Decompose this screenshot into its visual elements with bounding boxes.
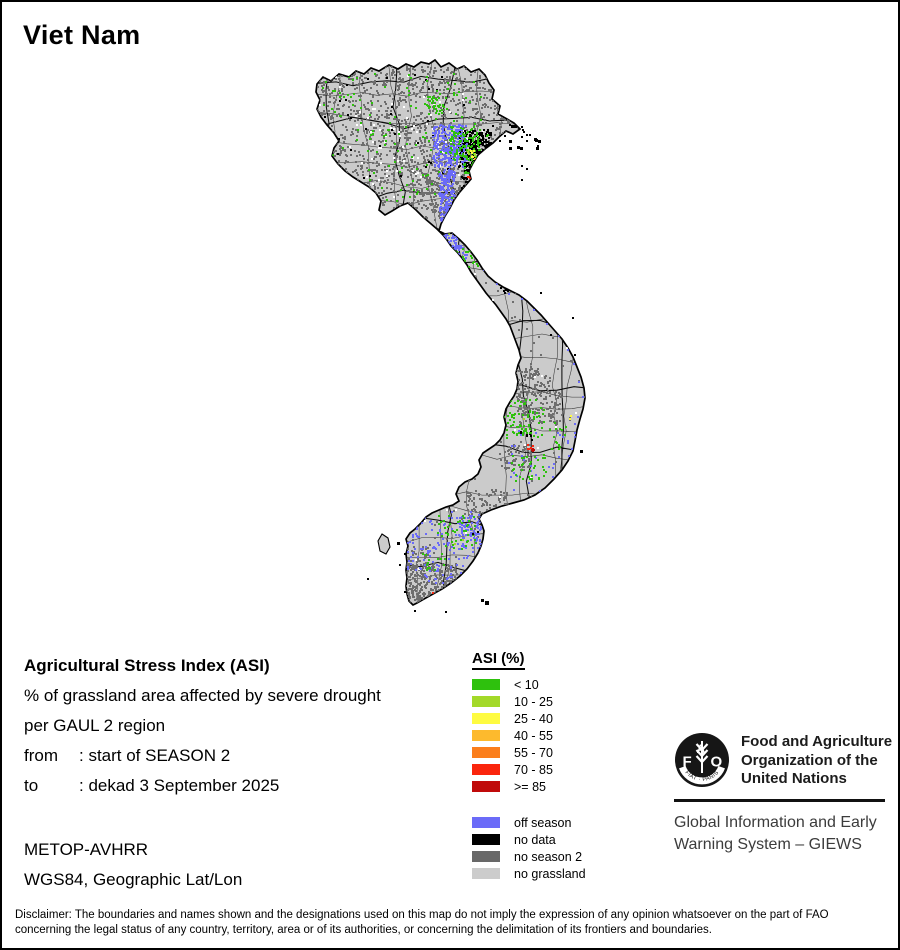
wheat-grains-icon <box>695 743 709 763</box>
legend-swatch <box>472 868 500 879</box>
speckle-layer-g <box>316 60 585 605</box>
legend-swatch <box>472 713 500 724</box>
legend-label: < 10 <box>514 677 539 692</box>
speckle-layer-r2 <box>531 448 535 452</box>
legend-row: 10 - 25 <box>472 693 672 710</box>
fao-logo: F O A FIAT · PANIS <box>675 733 729 787</box>
fao-org-name: Food and Agriculture Organization of the… <box>741 733 892 789</box>
info-heading: Agricultural Stress Index (ASI) <box>24 656 270 675</box>
legend: ASI (%) < 10 10 - 25 25 - 40 40 - 55 55 - 70… <box>472 650 672 882</box>
legend-swatch <box>472 747 500 758</box>
legend-swatch <box>472 851 500 862</box>
legend-row: < 10 <box>472 676 672 693</box>
legend-label: no data <box>514 832 556 847</box>
legend-swatch <box>472 679 500 690</box>
legend-label: no season 2 <box>514 849 583 864</box>
legend-row: 55 - 70 <box>472 744 672 761</box>
fao-logo-letter-f: F <box>683 754 692 771</box>
legend-label: 40 - 55 <box>514 728 553 743</box>
source-block: METOP-AVHRR WGS84, Geographic Lat/Lon <box>24 835 242 895</box>
legend-label: no grassland <box>514 866 586 881</box>
fao-org-line1: Food and Agriculture <box>741 733 893 750</box>
info-description-2: per GAUL 2 region <box>24 716 166 735</box>
fao-divider <box>674 799 885 802</box>
giews-line1: Global Information and Early <box>674 814 877 831</box>
legend-label: >= 85 <box>514 779 546 794</box>
legend-swatch <box>472 696 500 707</box>
page-title: Viet Nam <box>23 20 141 50</box>
legend-swatch <box>472 764 500 775</box>
info-from-row: from : start of SEASON 2 <box>24 741 381 771</box>
to-value: : dekad 3 September 2025 <box>79 776 280 795</box>
to-label: to <box>24 776 39 795</box>
legend-swatch <box>472 834 500 845</box>
info-description-1: % of grassland area affected by severe d… <box>24 686 381 705</box>
speckle-layer-o1 <box>474 158 482 167</box>
disclaimer-line2: concerning the legal status of any count… <box>15 924 712 937</box>
asi-legend-rows: < 10 10 - 25 25 - 40 40 - 55 55 - 70 70 - 85 >… <box>472 676 672 795</box>
legend-label: 25 - 40 <box>514 711 553 726</box>
from-value: : start of SEASON 2 <box>79 746 231 765</box>
legend-row: 25 - 40 <box>472 710 672 727</box>
fao-org-line2: Organization of the <box>741 751 878 769</box>
fao-org-line3: United Nations <box>741 770 847 787</box>
legend-row: >= 85 <box>472 778 672 795</box>
legend-row: no data <box>472 831 672 848</box>
sensor-label: METOP-AVHRR <box>24 840 149 859</box>
fao-logo-letter-o: O <box>711 754 723 771</box>
legend-title: ASI (%) <box>472 651 525 670</box>
legend-row: no grassland <box>472 865 672 882</box>
legend-swatch <box>472 781 500 792</box>
season-legend-rows: off season no data no season 2 no grassland <box>472 814 672 882</box>
legend-label: off season <box>514 815 572 830</box>
giews-line2: Warning System – GIEWS <box>674 835 862 853</box>
fao-logo-band <box>679 765 725 785</box>
speckle-layer-o2 <box>476 164 484 185</box>
legend-row: 40 - 55 <box>472 727 672 744</box>
legend-row: 70 - 85 <box>472 761 672 778</box>
legend-label: 55 - 70 <box>514 745 553 760</box>
legend-row: off season <box>472 814 672 831</box>
legend-label: 70 - 85 <box>514 762 553 777</box>
from-label: from <box>24 746 58 765</box>
giews-block: Global Information and Early Warning Sys… <box>674 812 877 855</box>
info-block: Agricultural Stress Index (ASI) % of gra… <box>24 651 381 801</box>
projection-label: WGS84, Geographic Lat/Lon <box>24 870 243 889</box>
legend-row: no season 2 <box>472 848 672 865</box>
legend-swatch <box>472 817 500 828</box>
info-to-row: to : dekad 3 September 2025 <box>24 771 381 801</box>
legend-label: 10 - 25 <box>514 694 553 709</box>
legend-swatch <box>472 730 500 741</box>
disclaimer: Disclaimer: The boundaries and names sho… <box>15 908 829 938</box>
disclaimer-line1: Disclaimer: The boundaries and names sho… <box>15 909 829 921</box>
phu-quoc-island <box>377 533 391 555</box>
